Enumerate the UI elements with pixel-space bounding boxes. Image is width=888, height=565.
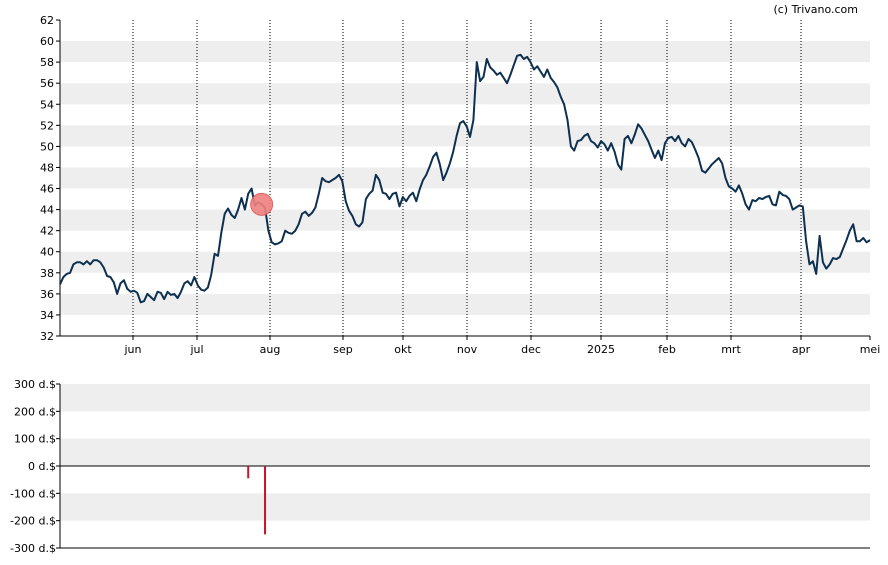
- volume-band: [60, 384, 870, 412]
- price-series: [59, 53, 871, 304]
- volume-band: [60, 438, 870, 466]
- price-tick-label: 56: [40, 77, 54, 90]
- month-tick-label: mei: [860, 343, 881, 356]
- month-tick-label: apr: [792, 343, 811, 356]
- volume-tick-label: -200 d.$: [10, 515, 56, 528]
- price-tick-label: 58: [40, 56, 54, 69]
- price-band: [60, 125, 870, 147]
- price-tick-label: 40: [40, 246, 54, 259]
- month-tick-label: okt: [394, 343, 412, 356]
- price-tick-label: 54: [40, 98, 54, 111]
- price-band: [60, 167, 870, 189]
- price-tick-label: 52: [40, 119, 54, 132]
- month-tick-label: jun: [124, 343, 142, 356]
- price-line: [59, 53, 871, 304]
- month-tick-label: jul: [189, 343, 203, 356]
- volume-tick-label: 0 d.$: [28, 460, 56, 473]
- price-axis-ticks: 32 34 36 38 40 42 44 46 48 50 52 54 56 58 60 62: [40, 14, 60, 343]
- month-tick-label: mrt: [721, 343, 741, 356]
- price-tick-label: 60: [40, 35, 54, 48]
- price-tick-label: 32: [40, 330, 54, 343]
- price-tick-label: 38: [40, 267, 54, 280]
- price-tick-label: 62: [40, 14, 54, 27]
- volume-panel-bands: [60, 384, 870, 521]
- month-tick-label: 2025: [587, 343, 615, 356]
- month-tick-label: sep: [333, 343, 352, 356]
- price-tick-label: 48: [40, 161, 54, 174]
- price-tick-label: 34: [40, 309, 54, 322]
- month-tick-label: aug: [260, 343, 281, 356]
- month-tick-label: nov: [457, 343, 478, 356]
- price-band: [60, 251, 870, 273]
- month-tick-label: dec: [521, 343, 541, 356]
- price-band: [60, 41, 870, 63]
- price-band: [60, 83, 870, 105]
- volume-bars: [247, 466, 267, 535]
- volume-tick-label: 300 d.$: [14, 378, 56, 391]
- volume-tick-label: -300 d.$: [10, 542, 56, 555]
- price-tick-label: 42: [40, 225, 54, 238]
- event-marker: [250, 192, 274, 216]
- volume-tick-label: -100 d.$: [10, 487, 56, 500]
- volume-band: [60, 493, 870, 521]
- volume-tick-label: 200 d.$: [14, 405, 56, 418]
- price-band: [60, 293, 870, 315]
- volume-axis-ticks: 300 d.$ 200 d.$ 100 d.$ 0 d.$ -100 d.$ -200 d…: [10, 378, 60, 555]
- price-tick-label: 50: [40, 140, 54, 153]
- price-tick-label: 36: [40, 288, 54, 301]
- month-axis-ticks: jun jul aug sep okt nov dec 2025 feb mrt apr mei: [124, 336, 881, 356]
- month-tick-label: feb: [658, 343, 676, 356]
- price-tick-label: 44: [40, 204, 54, 217]
- price-tick-label: 46: [40, 183, 54, 196]
- price-band: [60, 209, 870, 231]
- volume-tick-label: 100 d.$: [14, 433, 56, 446]
- price-panel-bands: [60, 41, 870, 315]
- credit-label: (c) Trivano.com: [773, 3, 858, 16]
